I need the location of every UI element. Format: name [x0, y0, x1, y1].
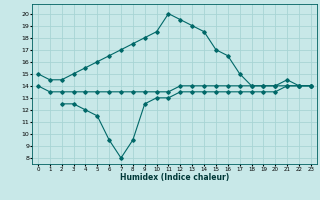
X-axis label: Humidex (Indice chaleur): Humidex (Indice chaleur): [120, 173, 229, 182]
